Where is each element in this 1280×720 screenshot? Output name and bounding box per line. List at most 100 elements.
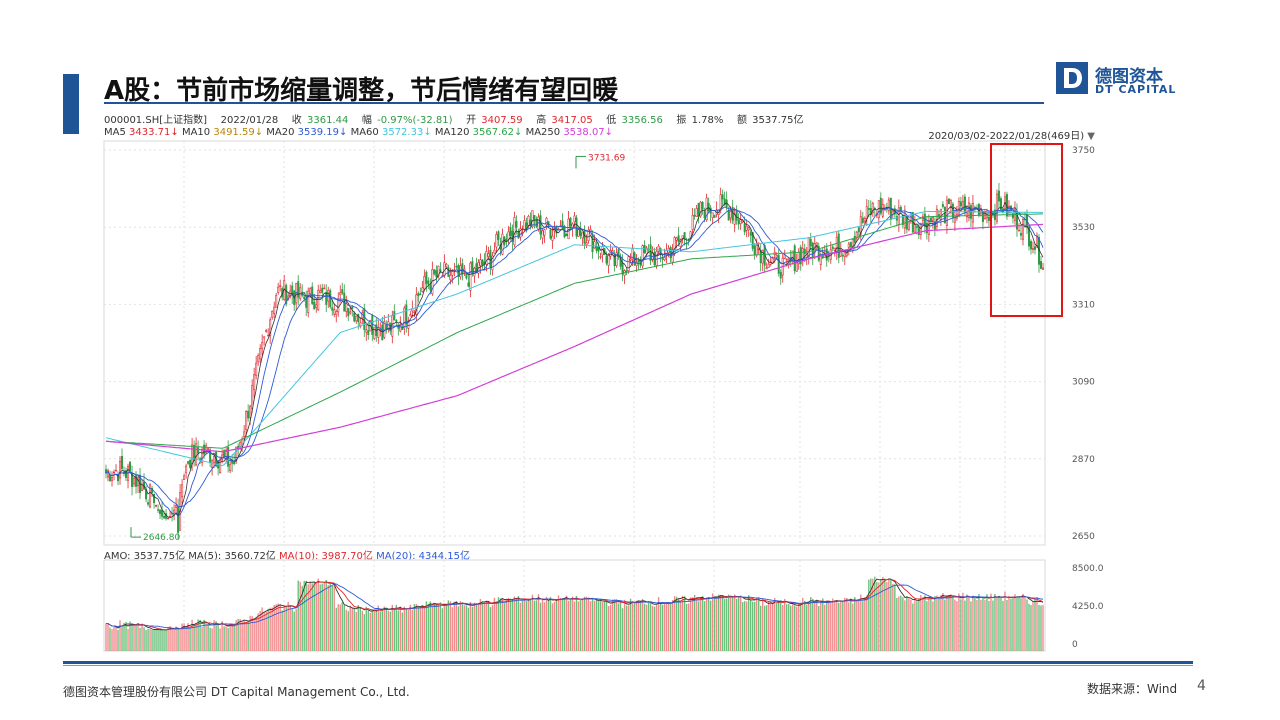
volume-bar bbox=[615, 599, 618, 651]
volume-bar bbox=[551, 603, 554, 651]
volume-bar bbox=[263, 612, 265, 651]
candle-body bbox=[481, 259, 484, 265]
volume-bar bbox=[1038, 605, 1040, 651]
candle-body bbox=[729, 210, 732, 219]
volume-legend: AMO: 3537.75亿 MA(5): 3560.72亿 MA(10): 39… bbox=[104, 547, 470, 562]
candle-body bbox=[129, 461, 132, 472]
candle-body bbox=[363, 308, 366, 330]
volume-bar bbox=[555, 599, 558, 651]
candle-body bbox=[207, 448, 210, 450]
volume-bar bbox=[573, 601, 576, 651]
volume-bar bbox=[575, 595, 578, 651]
candle-body bbox=[229, 464, 232, 471]
volume-bar bbox=[361, 610, 363, 651]
volume-bar bbox=[850, 598, 852, 651]
candle-body bbox=[367, 330, 370, 335]
volume-bar bbox=[251, 616, 253, 651]
volume-bar bbox=[351, 607, 353, 651]
volume-bar bbox=[217, 624, 219, 651]
candle-body bbox=[1027, 226, 1030, 247]
volume-bar bbox=[1008, 597, 1010, 651]
volume-bar bbox=[113, 626, 115, 651]
candle-body bbox=[347, 307, 350, 317]
candle-body bbox=[305, 298, 308, 308]
volume-bar bbox=[856, 600, 858, 651]
volume-bar bbox=[902, 597, 904, 651]
volume-bar bbox=[327, 584, 329, 651]
candle-body bbox=[487, 253, 490, 257]
candle-body bbox=[497, 231, 500, 240]
volume-bar bbox=[477, 603, 480, 651]
volume-bar bbox=[433, 603, 436, 651]
candle-body bbox=[111, 477, 114, 481]
candle-body bbox=[907, 221, 910, 231]
volume-bar bbox=[721, 595, 724, 651]
candle-body bbox=[269, 319, 272, 336]
volume-bar bbox=[309, 581, 311, 651]
volume-bar bbox=[183, 623, 185, 651]
volume-bar bbox=[613, 599, 616, 651]
volume-bar bbox=[778, 602, 780, 651]
volume-bar bbox=[135, 624, 137, 651]
candle-body bbox=[927, 220, 930, 236]
candle-body bbox=[961, 200, 964, 210]
volume-bar bbox=[715, 597, 718, 651]
candle-body bbox=[319, 290, 322, 293]
candle-body bbox=[273, 306, 276, 314]
volume-bar bbox=[685, 603, 688, 651]
volume-bar bbox=[403, 606, 406, 651]
volume-bar bbox=[978, 594, 980, 651]
quote-info-row: 000001.SH[上证指数] 2022/01/28 收 3361.44 幅 -… bbox=[104, 111, 805, 126]
candle-body bbox=[313, 301, 316, 310]
date-range-label[interactable]: 2020/03/02-2022/01/28(469日) ▼ bbox=[928, 127, 1095, 142]
volume-bar bbox=[597, 601, 600, 651]
volume-bar bbox=[507, 597, 510, 651]
volume-bar bbox=[375, 610, 377, 651]
volume-bar bbox=[900, 595, 902, 651]
volume-bar bbox=[625, 605, 628, 651]
volume-bar bbox=[954, 599, 956, 651]
ma-legend: MA5 3433.71↓ MA10 3491.59↓ MA20 3539.19↓… bbox=[104, 127, 613, 138]
volume-bar bbox=[786, 604, 788, 651]
candle-body bbox=[727, 209, 730, 221]
range-dropdown-icon[interactable]: ▼ bbox=[1087, 131, 1095, 142]
candle-body bbox=[135, 475, 138, 487]
volume-bar bbox=[233, 625, 235, 651]
volume-bar bbox=[517, 596, 520, 651]
volume-bar bbox=[802, 597, 804, 651]
candle-body bbox=[419, 293, 422, 296]
volume-bar bbox=[301, 585, 303, 651]
ma5-line bbox=[105, 201, 1044, 518]
candle-body bbox=[775, 254, 778, 258]
volume-bar bbox=[175, 626, 177, 651]
volume-bar bbox=[307, 584, 309, 651]
volume-bar bbox=[679, 601, 682, 651]
volume-bar bbox=[329, 583, 331, 651]
volume-bar bbox=[181, 623, 183, 651]
candle-body bbox=[917, 227, 920, 236]
candle-body bbox=[583, 230, 586, 244]
volume-bar bbox=[820, 600, 822, 651]
candle-body bbox=[157, 509, 160, 511]
volume-bar bbox=[918, 599, 920, 651]
volume-bar bbox=[169, 626, 171, 651]
volume-bar bbox=[609, 604, 612, 651]
candle-body bbox=[435, 270, 438, 278]
candle-body bbox=[423, 276, 426, 290]
volume-bar bbox=[499, 598, 502, 651]
legend-ma120-value: 3567.62↓ bbox=[472, 127, 523, 138]
open-label: 开 bbox=[466, 115, 477, 126]
volume-bar bbox=[331, 585, 333, 651]
volume-bar bbox=[705, 597, 708, 651]
candle-body bbox=[247, 410, 250, 419]
legend-vol-ma5: MA(5): 3560.72亿 bbox=[188, 551, 276, 562]
volume-bar bbox=[553, 601, 556, 651]
volume-bar bbox=[353, 607, 355, 651]
candle-body bbox=[853, 236, 856, 243]
candle-body bbox=[1017, 229, 1020, 232]
volume-bar bbox=[109, 627, 111, 651]
volume-bar bbox=[229, 624, 231, 651]
legend-ma20-label: MA20 bbox=[266, 127, 295, 138]
volume-bar bbox=[215, 621, 217, 651]
volume-bar bbox=[1016, 596, 1018, 651]
